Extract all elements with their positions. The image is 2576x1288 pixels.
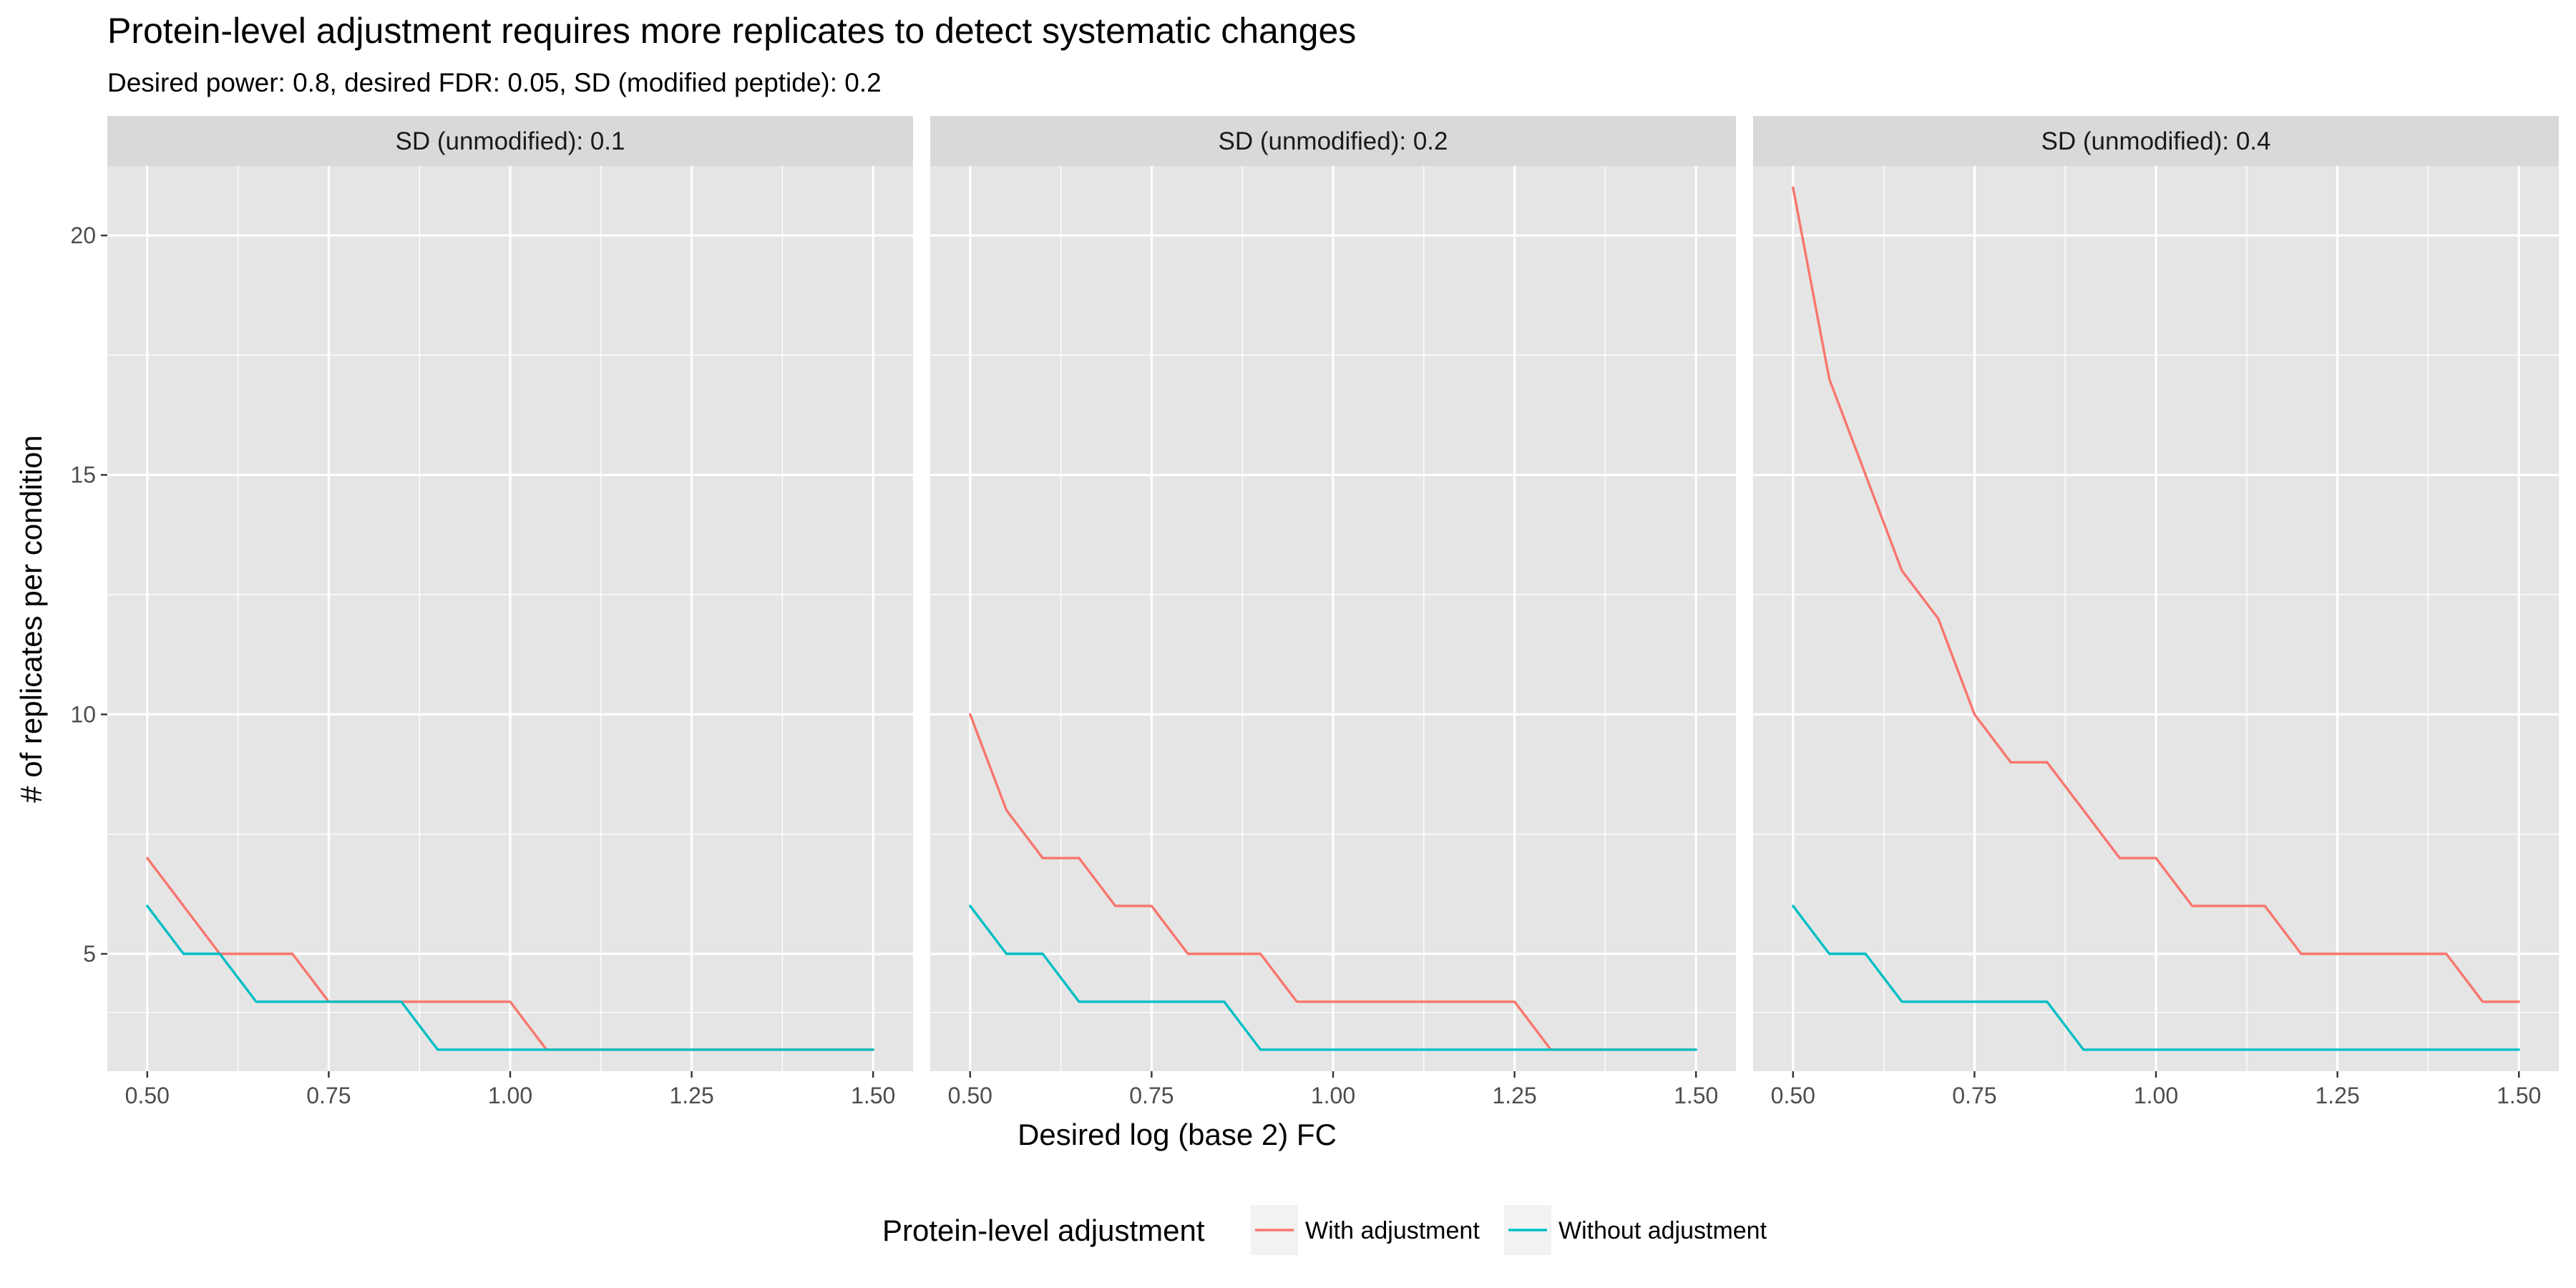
facet-strip-label: SD (unmodified): 0.4 <box>2041 127 2271 155</box>
legend-entries: With adjustment Without adjustment <box>1251 1205 1767 1255</box>
series-line-without-adjustment <box>146 904 874 1051</box>
x-tick-label: 1.00 <box>488 1083 532 1108</box>
x-tick-label: 1.25 <box>669 1083 713 1108</box>
y-axis-title: # of replicates per condition <box>14 435 48 803</box>
facet-panel: SD (unmodified): 0.1 0.50 0.75 1.00 1.25 1.50… <box>70 116 913 1108</box>
facet-strip <box>930 116 1736 166</box>
legend-item: Without adjustment <box>1504 1205 1767 1255</box>
x-tick-label: 0.50 <box>125 1083 170 1108</box>
facet-panel: SD (unmodified): 0.4 0.50 0.75 1.00 1.25 1.50 <box>1753 116 2559 1108</box>
y-tick-label: 15 <box>70 462 96 488</box>
facet-strip-label: SD (unmodified): 0.1 <box>396 127 625 155</box>
x-tick-label: 0.75 <box>1129 1083 1174 1108</box>
y-tick-label: 10 <box>70 701 96 727</box>
y-tick-label: 5 <box>83 941 96 967</box>
legend-title: Protein-level adjustment <box>882 1214 1205 1247</box>
series-line-with-adjustment <box>1792 186 2520 1003</box>
x-tick-label: 1.50 <box>2497 1083 2541 1108</box>
x-tick-label: 0.75 <box>306 1083 351 1108</box>
x-tick-label: 1.50 <box>1674 1083 1718 1108</box>
series-line-without-adjustment <box>969 904 1697 1051</box>
facet-panel: SD (unmodified): 0.2 0.50 0.75 1.00 1.25 1.50 <box>930 116 1736 1108</box>
x-tick-label: 0.75 <box>1952 1083 1996 1108</box>
y-tick-label: 20 <box>70 223 96 248</box>
series-line-without-adjustment <box>1792 904 2520 1051</box>
chart-title: Protein-level adjustment requires more r… <box>107 11 1356 51</box>
legend-label: Without adjustment <box>1558 1217 1767 1244</box>
legend-label: With adjustment <box>1305 1217 1480 1244</box>
legend-item: With adjustment <box>1251 1205 1480 1255</box>
facet-panels: SD (unmodified): 0.1 0.50 0.75 1.00 1.25 1.50… <box>70 116 2559 1108</box>
x-tick-label: 1.00 <box>1311 1083 1355 1108</box>
facet-strip-label: SD (unmodified): 0.2 <box>1219 127 1448 155</box>
x-tick-label: 0.50 <box>1771 1083 1815 1108</box>
x-tick-label: 1.50 <box>851 1083 895 1108</box>
x-tick-label: 1.25 <box>1492 1083 1536 1108</box>
x-axis-title: Desired log (base 2) FC <box>1018 1118 1337 1151</box>
x-tick-label: 0.50 <box>948 1083 992 1108</box>
facet-strip <box>1753 116 2559 166</box>
chart-subtitle: Desired power: 0.8, desired FDR: 0.05, S… <box>107 68 882 97</box>
legend: Protein-level adjustment With adjustment… <box>882 1205 1767 1255</box>
facet-strip <box>107 116 913 166</box>
x-tick-label: 1.25 <box>2315 1083 2359 1108</box>
x-tick-label: 1.00 <box>2134 1083 2178 1108</box>
